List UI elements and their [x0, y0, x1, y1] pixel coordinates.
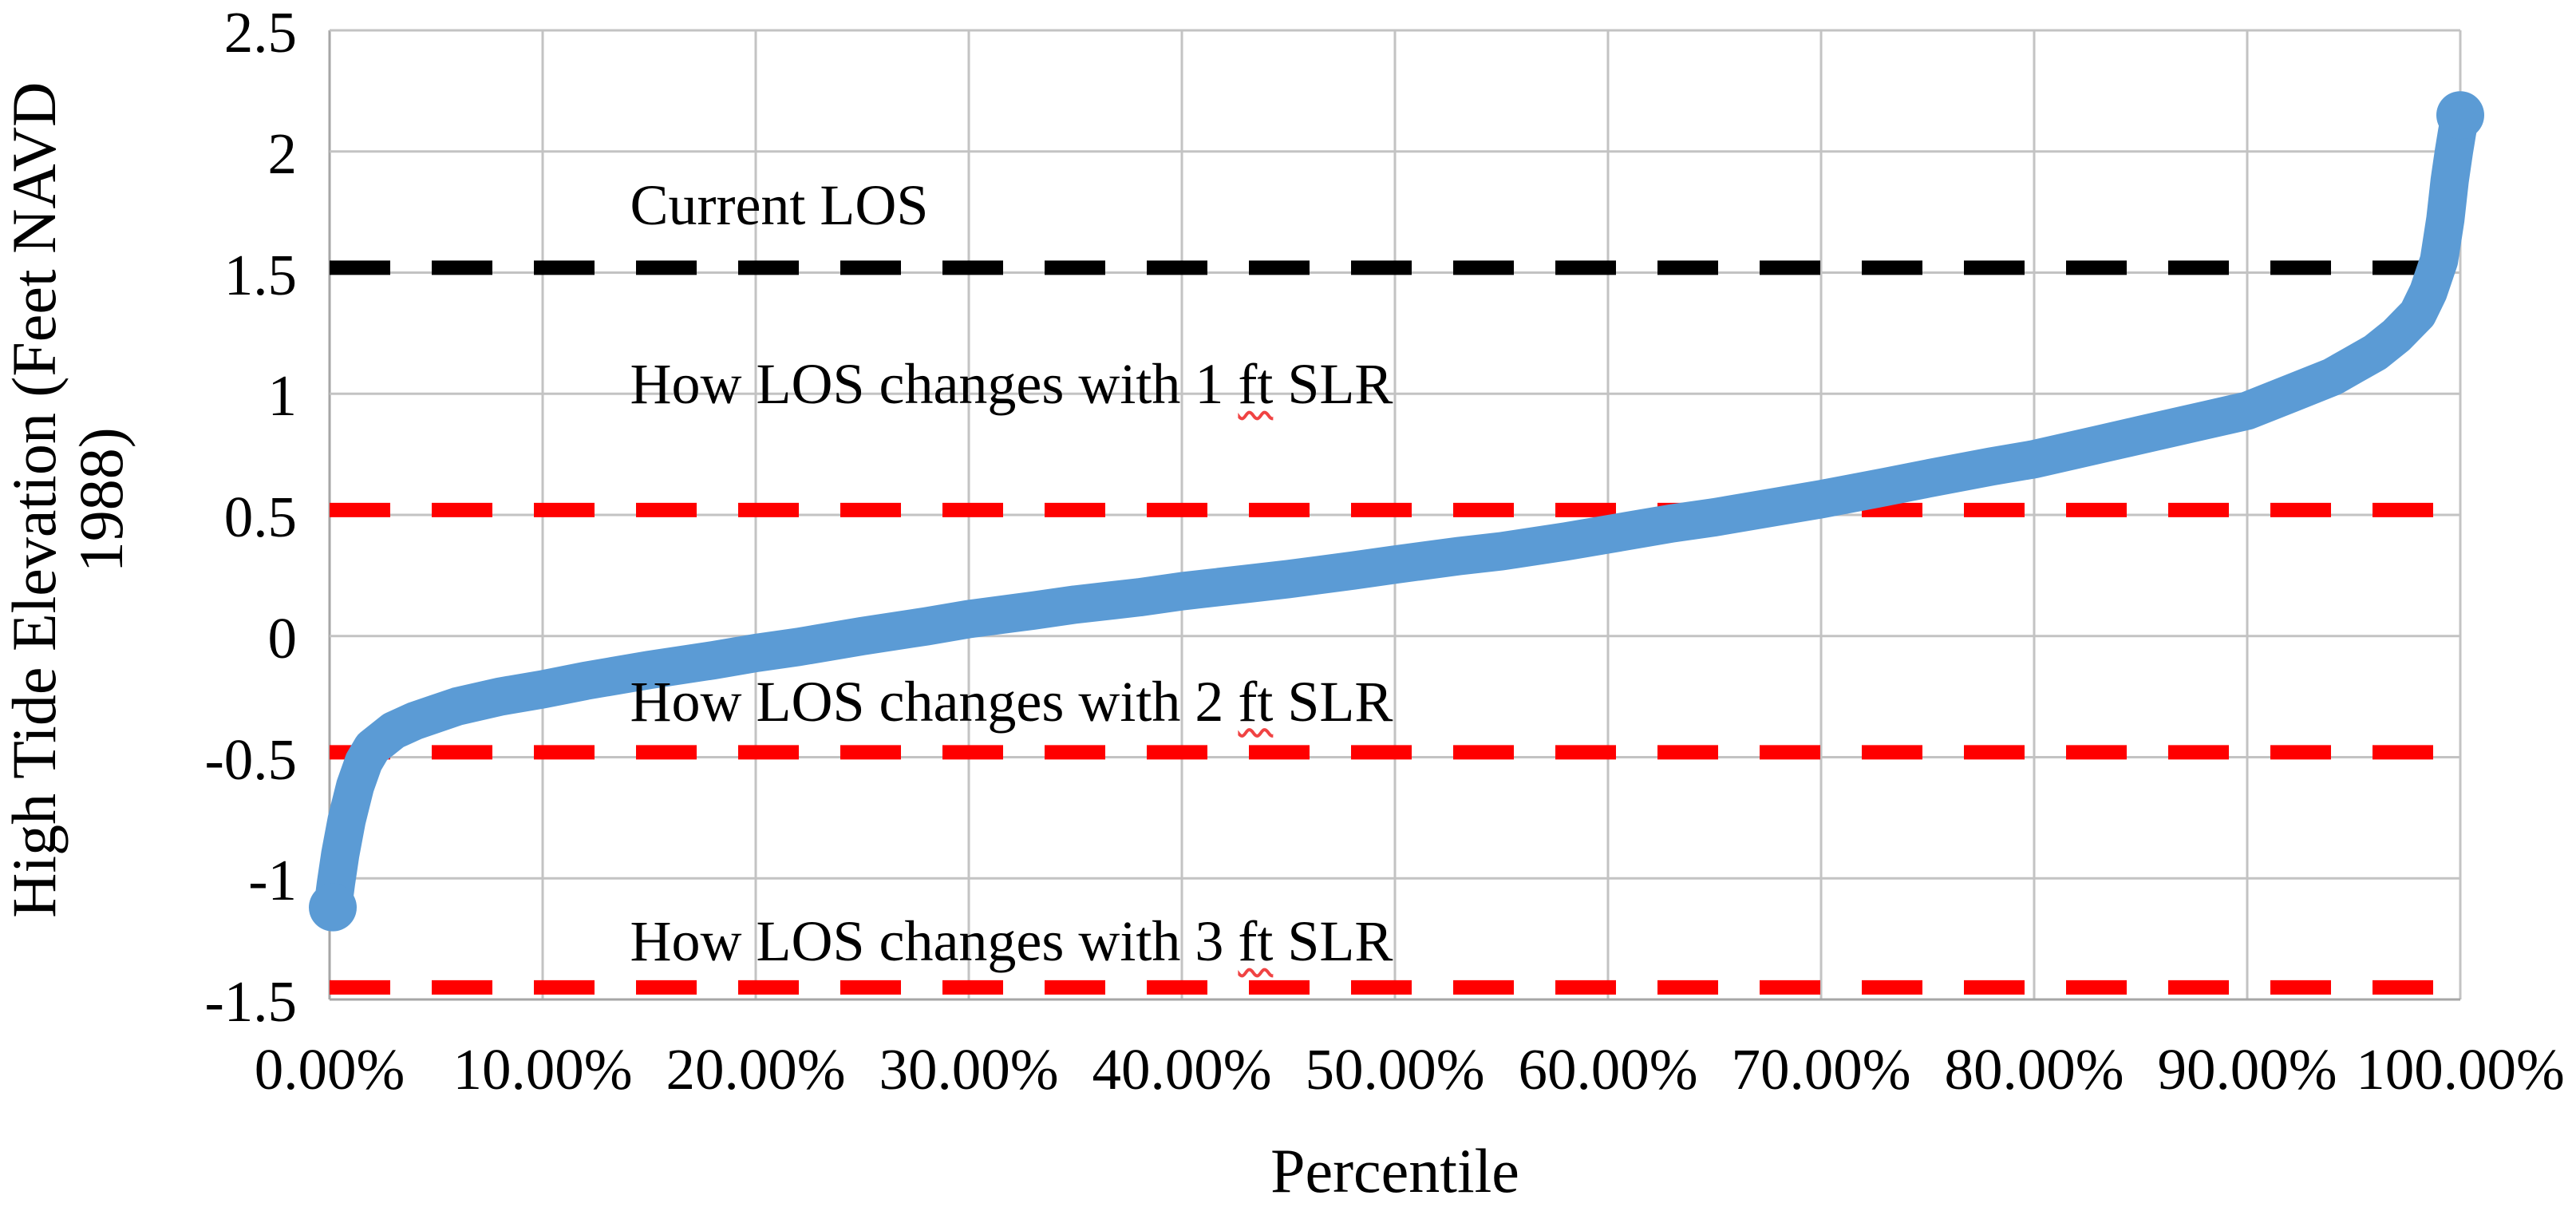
high-tide-curve	[314, 96, 2479, 927]
curve-min-marker	[309, 883, 358, 932]
curve-max-marker	[2436, 91, 2484, 140]
